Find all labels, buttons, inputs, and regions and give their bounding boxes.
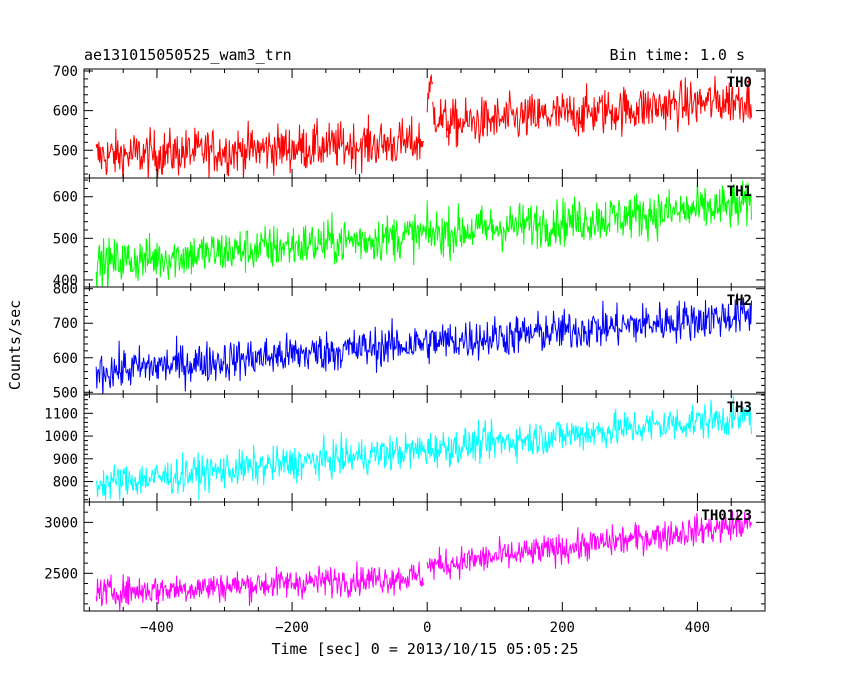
y-tick-label: 500	[53, 231, 78, 247]
panels-group: 500 600 700 TH0 400 500 600 TH1 500 600 700 800 TH2 8…	[44, 64, 766, 612]
series-line-th0123	[95, 510, 752, 611]
chart-title: ae131015050525_wam3_trn	[84, 46, 292, 64]
y-axis-label: Counts/sec	[6, 300, 24, 390]
series-line-th1	[95, 180, 752, 287]
x-tick-label: 200	[550, 620, 575, 636]
series-line-th2	[95, 293, 752, 394]
panel-frame	[83, 177, 766, 288]
y-tick-label: 3000	[44, 515, 78, 531]
y-tick-label: 500	[53, 385, 78, 401]
panel-th3: 800 900 1000 1100 TH3	[44, 393, 766, 503]
y-tick-label: 800	[53, 282, 78, 298]
y-tick-label: 2500	[44, 566, 78, 582]
y-tick-label: 600	[53, 104, 78, 120]
series-label-th0123: TH0123	[701, 508, 752, 524]
bin-time-label: Bin time: 1.0 s	[610, 46, 745, 64]
x-tick-label: −400	[140, 620, 174, 636]
series-label-th3: TH3	[727, 400, 752, 416]
y-tick-label: 700	[53, 64, 78, 80]
x-tick-label: −200	[275, 620, 309, 636]
y-tick-label: 600	[53, 190, 78, 206]
x-axis: −400 −200 0 200 400	[140, 620, 710, 636]
y-tick-label: 500	[53, 143, 78, 159]
series-label-th1: TH1	[727, 184, 752, 200]
y-tick-label: 700	[53, 316, 78, 332]
y-tick-label: 400	[53, 273, 78, 289]
y-tick-label: 1100	[44, 406, 78, 422]
y-tick-label: 600	[53, 351, 78, 367]
series-label-th0: TH0	[727, 75, 752, 91]
y-tick-label: 1000	[44, 429, 78, 445]
series-line-th3	[95, 395, 752, 501]
panel-frame	[83, 501, 766, 612]
y-tick-label: 800	[53, 475, 78, 491]
panel-th2: 500 600 700 800 TH2	[53, 282, 766, 401]
panel-th0: 500 600 700 TH0	[53, 64, 766, 179]
panel-th0123: 2500 3000 TH0123	[44, 501, 766, 612]
y-tick-label: 900	[53, 452, 78, 468]
series-line-th0	[95, 73, 752, 178]
panel-frame	[83, 68, 766, 179]
x-tick-label: 400	[685, 620, 710, 636]
x-tick-label: 0	[423, 620, 431, 636]
panel-th1: 400 500 600 TH1	[53, 177, 766, 289]
x-axis-label: Time [sec] 0 = 2013/10/15 05:05:25	[271, 640, 578, 658]
series-label-th2: TH2	[727, 293, 752, 309]
